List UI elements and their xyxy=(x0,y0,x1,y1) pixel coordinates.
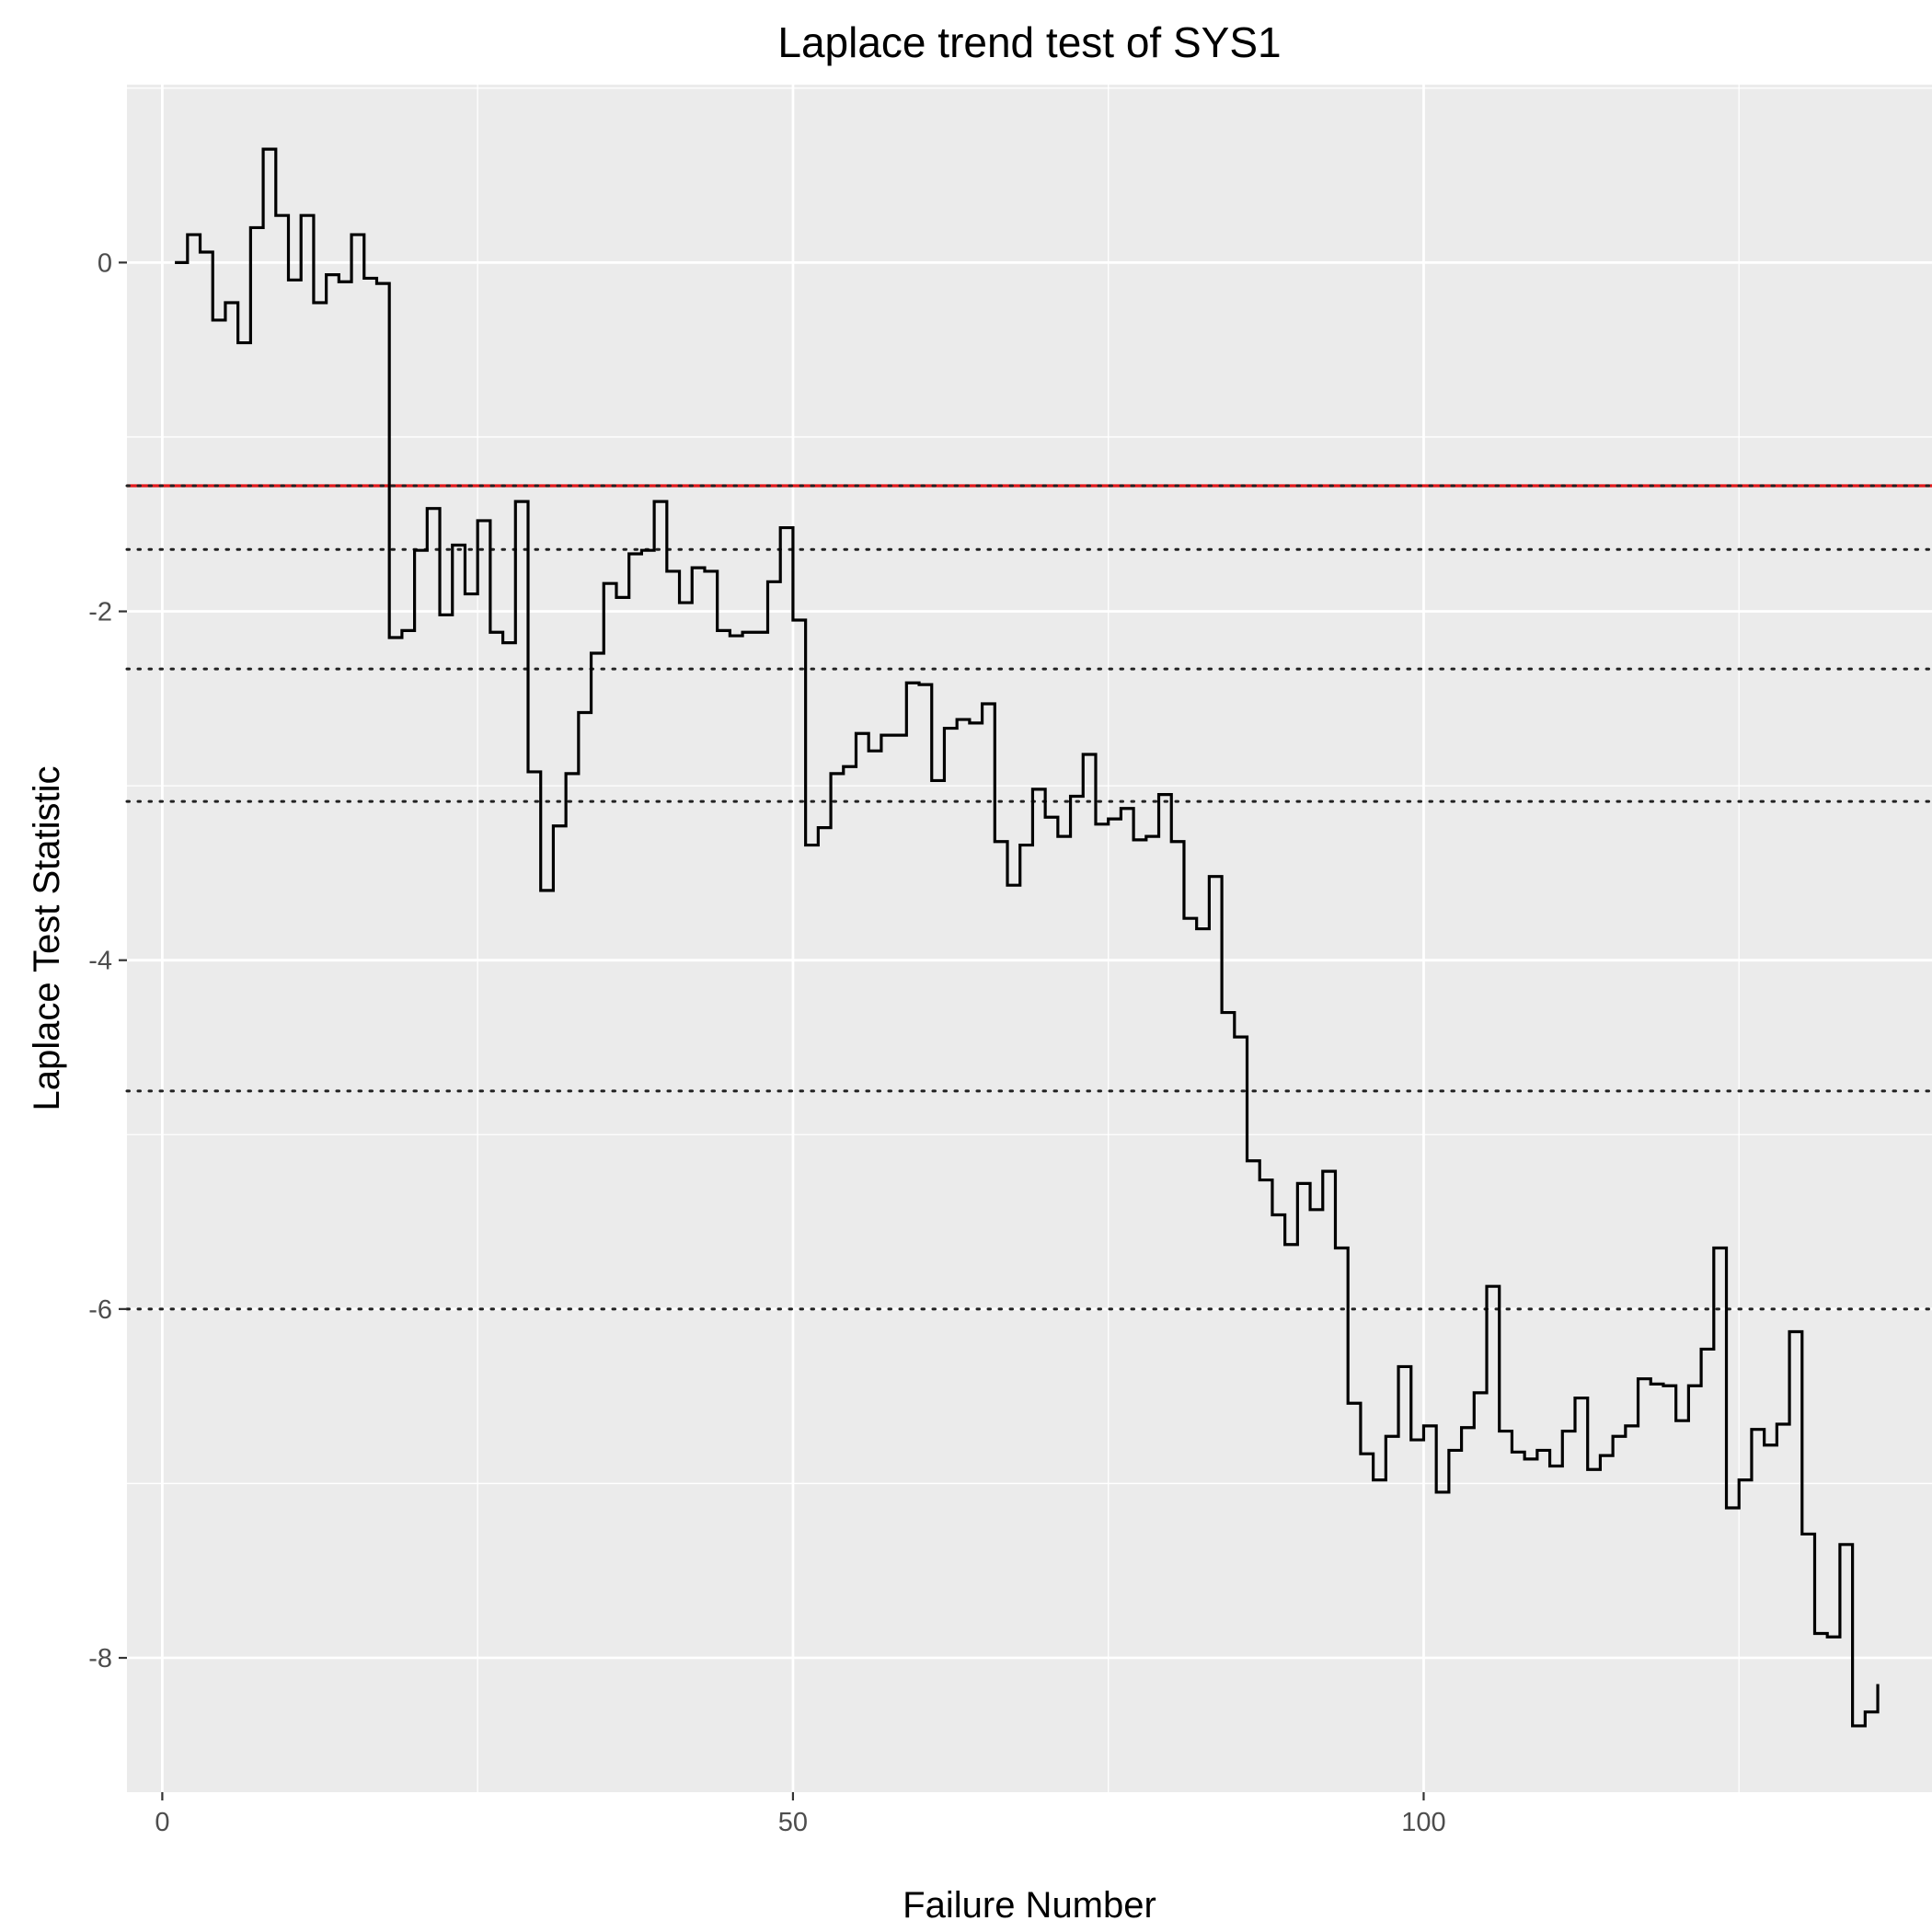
minor-gridlines xyxy=(127,85,1932,1792)
x-tick-label: 100 xyxy=(1401,1808,1445,1837)
x-tick-label: 50 xyxy=(778,1808,808,1837)
plot-panel xyxy=(127,85,1932,1792)
y-tick-label: -4 xyxy=(88,947,112,976)
y-axis-title: Laplace Test Statistic xyxy=(27,765,67,1110)
x-axis-title: Failure Number xyxy=(903,1885,1156,1926)
y-axis: 0 -2 -4 -6 -8 xyxy=(88,248,127,1673)
y-tick-label: -6 xyxy=(88,1295,112,1325)
major-gridlines xyxy=(127,85,1932,1792)
x-axis: 0 50 100 xyxy=(155,1792,1446,1837)
laplace-statistic-step-line xyxy=(175,147,1880,1728)
y-tick-label: -8 xyxy=(88,1644,112,1673)
y-tick-label: -2 xyxy=(88,598,112,627)
x-tick-label: 0 xyxy=(155,1808,169,1837)
y-tick-label: 0 xyxy=(98,248,112,278)
chart-title: Laplace trend test of SYS1 xyxy=(777,18,1281,66)
